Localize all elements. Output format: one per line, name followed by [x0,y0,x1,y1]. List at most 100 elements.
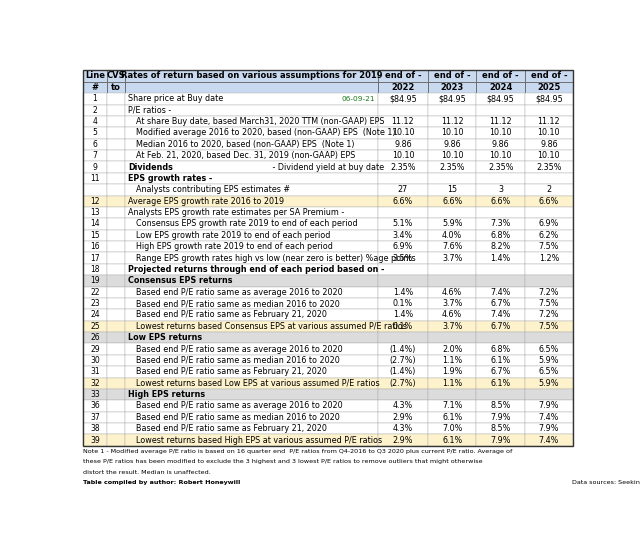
Bar [107,127,125,138]
Text: EPS growth rates -: EPS growth rates - [129,174,212,183]
Text: 9.86: 9.86 [394,140,412,149]
Bar [107,309,125,321]
Text: 1.4%: 1.4% [393,310,413,320]
Bar [107,173,125,184]
Text: 1.4%: 1.4% [393,288,413,297]
Text: 6.1%: 6.1% [490,379,511,388]
Bar [378,287,428,298]
Bar [428,412,476,423]
Bar [378,195,428,207]
Bar [525,70,573,81]
Bar [83,287,107,298]
Bar [83,70,107,81]
Bar [125,252,378,264]
Bar [83,435,107,446]
Text: Low EPS returns: Low EPS returns [129,333,202,342]
Text: 6.1%: 6.1% [442,413,462,422]
Text: 4.3%: 4.3% [393,402,413,411]
Text: 4.6%: 4.6% [442,288,462,297]
Bar [107,218,125,230]
Text: 7.9%: 7.9% [539,402,559,411]
Text: 2.9%: 2.9% [393,436,413,445]
Text: Based end P/E ratio same as median 2016 to 2020: Based end P/E ratio same as median 2016 … [136,413,340,422]
Text: 12: 12 [90,197,100,206]
Text: 6.5%: 6.5% [539,345,559,354]
Text: 9: 9 [92,162,97,171]
Bar [476,230,525,241]
Bar [525,195,573,207]
Bar [125,150,378,161]
Text: 3.5%: 3.5% [393,253,413,263]
Bar [428,230,476,241]
Bar [428,195,476,207]
Bar [125,298,378,309]
Text: (1.4%): (1.4%) [390,345,416,354]
Bar [476,412,525,423]
Bar [107,104,125,116]
Text: 30: 30 [90,356,100,365]
Text: 14: 14 [90,219,100,228]
Text: 7: 7 [92,151,97,160]
Bar [107,332,125,343]
Bar [378,116,428,127]
Text: Lowest returns based High EPS at various assumed P/E ratios: Lowest returns based High EPS at various… [136,436,382,445]
Text: 6.8%: 6.8% [490,231,511,240]
Text: 27: 27 [398,185,408,194]
Text: 2023: 2023 [440,83,464,92]
Text: Based end P/E ratio same as average 2016 to 2020: Based end P/E ratio same as average 2016… [136,402,342,411]
Text: 10.10: 10.10 [441,151,463,160]
Bar [107,150,125,161]
Text: 0.1%: 0.1% [393,322,413,331]
Bar [525,93,573,104]
Text: $84.95: $84.95 [535,94,563,103]
Bar [428,207,476,218]
Bar [107,264,125,275]
Bar [525,435,573,446]
Bar [107,423,125,435]
Bar [83,412,107,423]
Text: Data sources: Seeking Alpha Premium: Data sources: Seeking Alpha Premium [562,480,640,485]
Bar [428,161,476,173]
Text: 8.5%: 8.5% [490,424,511,433]
Text: 4: 4 [92,117,97,126]
Bar [428,435,476,446]
Bar [428,252,476,264]
Bar [525,309,573,321]
Bar [476,138,525,150]
Bar [107,287,125,298]
Text: 0.1%: 0.1% [393,299,413,308]
Bar [476,218,525,230]
Bar [107,138,125,150]
Bar [525,116,573,127]
Text: 29: 29 [90,345,100,354]
Text: 7.4%: 7.4% [490,310,511,320]
Bar [378,332,428,343]
Bar [83,195,107,207]
Bar [125,70,378,81]
Bar [476,389,525,400]
Bar [83,218,107,230]
Text: 11: 11 [90,174,100,183]
Bar [525,400,573,412]
Bar [428,127,476,138]
Bar [476,70,525,81]
Text: 7.4%: 7.4% [539,413,559,422]
Text: 7.2%: 7.2% [539,288,559,297]
Bar [378,366,428,378]
Text: $84.95: $84.95 [487,94,515,103]
Bar [476,184,525,195]
Text: 7.1%: 7.1% [442,402,462,411]
Bar [525,343,573,355]
Text: 7.3%: 7.3% [490,219,511,228]
Text: 13: 13 [90,208,100,217]
Bar [525,264,573,275]
Bar [378,298,428,309]
Bar [378,252,428,264]
Bar [107,93,125,104]
Text: High EPS returns: High EPS returns [129,390,205,399]
Text: 7.9%: 7.9% [490,436,511,445]
Bar [125,389,378,400]
Bar [476,161,525,173]
Bar [107,116,125,127]
Bar [125,343,378,355]
